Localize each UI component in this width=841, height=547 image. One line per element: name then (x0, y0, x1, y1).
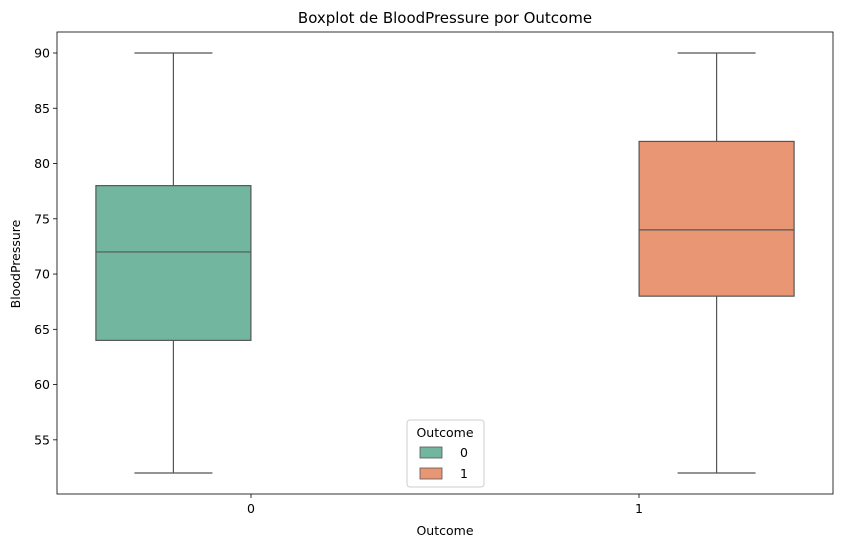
x-tick-label-1: 1 (635, 501, 643, 516)
plot-frame (56, 31, 834, 495)
y-tick-label-70: 70 (34, 267, 50, 282)
box-1 (638, 52, 795, 474)
iqr-box-0 (95, 185, 252, 341)
plot-area: 55 60 65 70 75 80 85 90 0 1 (34, 46, 795, 516)
legend-swatch-0 (419, 446, 443, 459)
y-tick-label-80: 80 (34, 156, 50, 171)
legend: Outcome 0 1 (406, 419, 485, 488)
y-tick-label-60: 60 (34, 377, 50, 392)
iqr-box-1 (638, 140, 795, 297)
box-0 (95, 52, 252, 474)
legend-label-0: 0 (460, 445, 468, 460)
y-tick-label-65: 65 (34, 322, 50, 337)
y-axis-label: BloodPressure (8, 219, 23, 308)
y-tick-label-75: 75 (34, 211, 50, 226)
legend-label-1: 1 (460, 466, 468, 481)
y-tick-label-85: 85 (34, 101, 50, 116)
chart-title: Boxplot de BloodPressure por Outcome (298, 9, 592, 27)
legend-swatch-1 (419, 467, 443, 480)
legend-title: Outcome (416, 425, 473, 440)
x-axis-label: Outcome (416, 523, 473, 538)
x-tick-label-0: 0 (247, 501, 255, 516)
y-tick-label-55: 55 (34, 432, 50, 447)
y-tick-label-90: 90 (34, 46, 50, 61)
